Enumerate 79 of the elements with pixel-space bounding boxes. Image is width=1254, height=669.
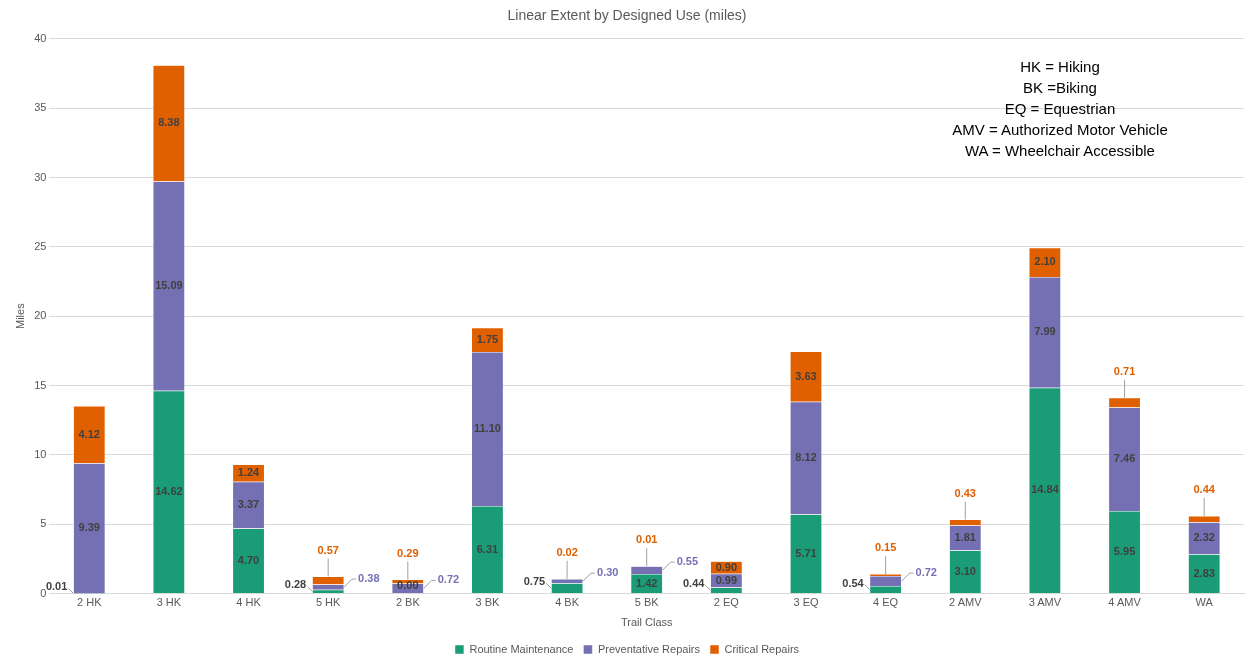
x-tick-label: 4 HK bbox=[236, 596, 262, 609]
annotation: HK = Hiking bbox=[1019, 57, 1101, 77]
y-tick-label: 15 bbox=[34, 378, 47, 391]
y-tick-label: 30 bbox=[34, 170, 47, 183]
y-tick-label: 5 bbox=[40, 517, 47, 530]
legend-label: Routine Maintenance bbox=[469, 642, 574, 655]
y-tick-label: 35 bbox=[34, 101, 47, 114]
x-axis-title: Trail Class bbox=[620, 616, 673, 629]
data-label: 0.38 bbox=[358, 572, 380, 585]
x-tick-label: 3 BK bbox=[475, 596, 501, 609]
data-label: 0.75 bbox=[523, 575, 546, 588]
data-label: 1.81 bbox=[954, 531, 976, 544]
data-label: 0.02 bbox=[556, 545, 578, 558]
data-label: 0.28 bbox=[284, 578, 307, 591]
data-label: 15.09 bbox=[155, 279, 183, 292]
data-label: 14.62 bbox=[155, 484, 183, 497]
legend-label: Critical Repairs bbox=[724, 642, 800, 655]
data-label: 9.39 bbox=[78, 521, 100, 534]
data-label: 0.55 bbox=[676, 555, 699, 568]
data-label: 5.95 bbox=[1113, 545, 1136, 558]
annotation: AMV = Authorized Motor Vehicle bbox=[951, 120, 1169, 140]
data-label: 1.24 bbox=[237, 466, 261, 479]
data-label: 2.83 bbox=[1193, 566, 1215, 579]
x-tick-label: 3 EQ bbox=[793, 596, 819, 609]
data-label: 4.70 bbox=[237, 553, 260, 566]
data-label: 3.37 bbox=[237, 498, 260, 511]
data-label: 0.01 bbox=[45, 580, 68, 593]
data-label: 2.32 bbox=[1193, 531, 1215, 544]
annotation: WA = Wheelchair Accessible bbox=[964, 141, 1156, 161]
data-label: 2.10 bbox=[1034, 255, 1056, 268]
x-tick-label: 2 HK bbox=[77, 596, 103, 609]
y-axis-title: Miles bbox=[13, 302, 26, 330]
data-label: 3.10 bbox=[954, 564, 976, 577]
data-label: 0.71 bbox=[1113, 364, 1136, 377]
data-label: 3.63 bbox=[795, 369, 817, 382]
data-label: 0.90 bbox=[715, 560, 738, 573]
data-label: 14.84 bbox=[1031, 483, 1060, 496]
data-label: 0.72 bbox=[437, 573, 460, 586]
x-tick-label: 2 EQ bbox=[713, 596, 740, 609]
data-label: 1.42 bbox=[636, 576, 658, 589]
x-tick-label: 2 BK bbox=[395, 596, 421, 609]
data-label: 6.31 bbox=[476, 542, 499, 555]
data-label: 0.72 bbox=[915, 566, 937, 579]
chart-title: Linear Extent by Designed Use (miles) bbox=[507, 7, 747, 24]
x-tick-label: 5 BK bbox=[634, 596, 660, 609]
x-tick-label: 4 EQ bbox=[873, 596, 899, 609]
x-tick-label: 4 BK bbox=[555, 596, 580, 609]
data-label: 0.43 bbox=[954, 486, 976, 499]
annotation: EQ = Equestrian bbox=[1003, 99, 1117, 119]
data-label: 5.71 bbox=[795, 546, 817, 559]
x-tick-label: 4 AMV bbox=[1108, 596, 1142, 609]
data-label: 0.15 bbox=[874, 541, 897, 554]
data-label: 0.44 bbox=[1193, 483, 1216, 496]
y-tick-label: 10 bbox=[34, 447, 47, 460]
data-label: 0.57 bbox=[317, 543, 339, 556]
data-label: 0.99 bbox=[715, 573, 738, 586]
y-tick-label: 40 bbox=[34, 31, 47, 44]
annotation: BK =Biking bbox=[1022, 78, 1098, 98]
data-label: 8.12 bbox=[795, 451, 817, 464]
x-tick-label: 2 AMV bbox=[949, 596, 983, 609]
data-label: 0.54 bbox=[842, 576, 865, 589]
x-tick-label: WA bbox=[1195, 596, 1214, 609]
data-label: 7.99 bbox=[1034, 325, 1056, 338]
data-label: 0.29 bbox=[397, 546, 419, 559]
data-label: 7.46 bbox=[1113, 452, 1136, 465]
x-tick-label: 5 HK bbox=[315, 596, 342, 609]
data-label: 4.12 bbox=[78, 427, 100, 440]
data-label: 1.75 bbox=[476, 333, 499, 346]
x-tick-label: 3 AMV bbox=[1028, 596, 1062, 609]
y-tick-label: 20 bbox=[34, 309, 47, 322]
data-label: 0.30 bbox=[597, 566, 619, 579]
y-tick-label: 0 bbox=[40, 586, 47, 599]
data-label: 8.38 bbox=[158, 116, 180, 129]
x-tick-label: 3 HK bbox=[156, 596, 182, 609]
data-label: 0.01 bbox=[636, 533, 658, 546]
y-tick-label: 25 bbox=[34, 239, 47, 252]
data-label: 11.10 bbox=[473, 422, 501, 435]
data-label: 0.44 bbox=[683, 577, 706, 590]
legend-label: Preventative Repairs bbox=[597, 642, 701, 655]
